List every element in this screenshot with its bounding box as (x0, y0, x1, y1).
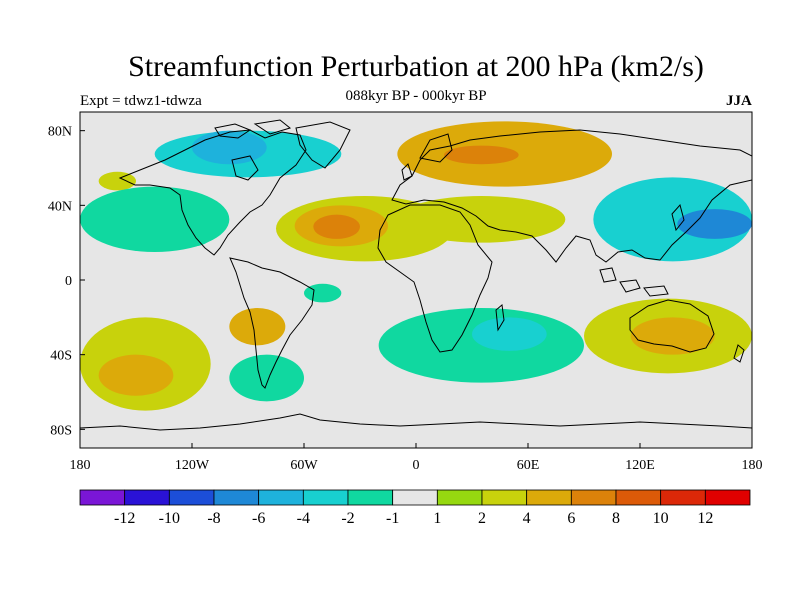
colorbar-swatch (79, 489, 126, 506)
field-south-atlantic-negative (378, 308, 584, 383)
field-southern-ocean-negative (229, 354, 304, 402)
colorbar-label: -6 (252, 510, 265, 527)
coastline-eurasia (391, 129, 752, 263)
lon-tick-label: 60W (290, 458, 318, 473)
field-west-pacific-negative (593, 177, 752, 262)
coastline-arctic-islands (214, 119, 292, 139)
coastline-hudson-bay (231, 155, 259, 181)
chart-title: Streamfunction Perturbation at 200 hPa (… (128, 50, 704, 83)
colorbar-swatch (481, 489, 528, 506)
field-australia-positive-core (630, 317, 715, 355)
colorbar-label: 6 (567, 510, 575, 527)
coastline-north-america (118, 129, 307, 256)
colorbar-label: -1 (386, 510, 399, 527)
lon-tick-label: 180 (742, 458, 763, 473)
coastline-antarctica (80, 413, 752, 431)
colorbar-swatch (615, 489, 662, 506)
colorbar-swatch (704, 489, 751, 506)
colorbar: -12 -10 -8 -6 -4 -2 -1 1 2 4 6 8 10 12 (79, 489, 751, 527)
colorbar-label: 1 (433, 510, 441, 527)
colorbar-swatch (436, 489, 483, 506)
colorbar-label: -2 (341, 510, 354, 527)
colorbar-label: -4 (297, 510, 310, 527)
lat-tick-label: 0 (65, 274, 72, 289)
coastline-new-zealand (733, 344, 745, 363)
field-nw-pacific-positive (98, 171, 136, 191)
colorbar-swatch (570, 489, 617, 506)
season-label: JJA (726, 93, 752, 109)
colorbar-label: -8 (207, 510, 220, 527)
colorbar-swatch (124, 489, 170, 506)
experiment-label: Expt = tdwz1-tdwza (80, 93, 202, 109)
field-south-america-positive (229, 308, 286, 346)
lon-tick-label: 0 (413, 458, 420, 473)
coastline-madagascar (495, 304, 505, 332)
colorbar-label: -10 (159, 510, 180, 527)
longitude-ticks: 180 120W 60W 0 60E 120E 180 (70, 443, 763, 473)
coastlines (80, 119, 752, 431)
lat-tick-label: 40N (48, 199, 72, 214)
colorbar-label: -12 (114, 510, 135, 527)
colorbar-label: 12 (697, 510, 713, 527)
chart-subtitle: 088kyr BP - 000kyr BP (345, 88, 487, 104)
coastline-scandinavia (419, 133, 453, 163)
colorbar-swatch (258, 489, 304, 506)
lon-tick-label: 120E (625, 458, 655, 473)
lat-tick-label: 80N (48, 125, 72, 140)
coastline-greenland (295, 121, 351, 169)
coastline-australia (629, 299, 715, 353)
lat-tick-label: 80S (50, 423, 72, 438)
lat-tick-label: 40S (50, 349, 72, 364)
field-north-africa-positive (397, 196, 566, 243)
coastline-africa (377, 204, 493, 353)
field-tropical-atlantic-negative (304, 283, 342, 303)
colorbar-swatch (302, 489, 349, 506)
coastline-south-america (229, 257, 315, 389)
colorbar-swatch (392, 489, 438, 506)
field-north-america-core-negative (192, 130, 267, 165)
colorbar-label: 4 (523, 510, 531, 527)
colorbar-label: 8 (612, 510, 620, 527)
lon-tick-label: 180 (70, 458, 91, 473)
colorbar-swatch (347, 489, 394, 506)
latitude-ticks: 80N 40N 0 40S 80S (48, 125, 85, 438)
colorbar-swatch (168, 489, 215, 506)
field-south-indian-negative-core (472, 317, 547, 351)
colorbar-swatch (660, 489, 706, 506)
colorbar-swatch (213, 489, 260, 506)
colorbar-swatch (526, 489, 572, 506)
field-arctic-positive-core (444, 145, 519, 165)
lon-tick-label: 60E (517, 458, 540, 473)
field-central-pacific-negative (173, 227, 211, 247)
lon-tick-label: 120W (175, 458, 210, 473)
field-atlantic-positive-inner (313, 214, 360, 239)
coastline-japan (671, 203, 685, 232)
coastline-british-isles (401, 163, 413, 181)
field-west-pacific-negative-core (677, 209, 752, 239)
colorbar-label: 2 (478, 510, 486, 527)
colorbar-label: 10 (653, 510, 669, 527)
field-south-pacific-positive-core (98, 354, 174, 396)
coastline-indonesia (599, 267, 669, 297)
